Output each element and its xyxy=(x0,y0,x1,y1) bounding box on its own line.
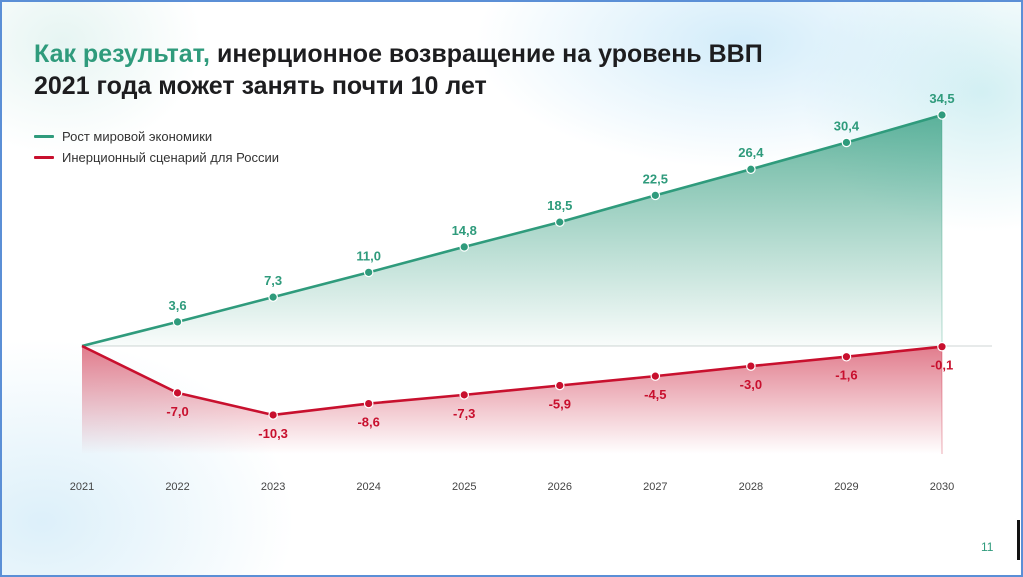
data-label-russia-2024: -8,6 xyxy=(357,415,379,430)
x-tick-2023: 2023 xyxy=(261,481,285,493)
point-russia-2030 xyxy=(937,341,947,352)
data-label-russia-2029: -1,6 xyxy=(835,368,857,383)
area-world xyxy=(82,115,942,346)
point-russia-2028 xyxy=(746,361,756,371)
data-label-world-2030: 34,5 xyxy=(929,91,954,106)
point-world-2029 xyxy=(841,137,852,148)
x-tick-2022: 2022 xyxy=(165,481,189,493)
data-label-russia-2027: -4,5 xyxy=(644,387,666,402)
chart-legend: Рост мировой экономики Инерционный сцена… xyxy=(34,126,279,168)
point-russia-2027 xyxy=(650,371,661,381)
series-line-world xyxy=(81,113,943,348)
data-label-russia-2028: -3,0 xyxy=(740,377,762,392)
title-accent: Как результат, xyxy=(34,40,210,68)
page-number: 11 xyxy=(981,540,994,554)
title-rest: инерционное возвращение на уровень ВВП xyxy=(210,40,763,68)
legend-item-russia: Инерционный сценарий для России xyxy=(34,147,279,168)
data-label-russia-2025: -7,3 xyxy=(453,406,475,421)
point-world-2025 xyxy=(459,242,470,252)
point-russia-2025 xyxy=(459,390,470,400)
point-world-2030 xyxy=(937,110,947,120)
legend-label-world: Рост мировой экономики xyxy=(62,129,213,144)
x-tick-2027: 2027 xyxy=(643,481,667,493)
data-label-world-2022: 3,6 xyxy=(169,298,187,313)
legend-label-russia: Инерционный сценарий для России xyxy=(62,150,279,165)
point-world-2024 xyxy=(363,267,374,278)
data-label-world-2028: 26,4 xyxy=(738,145,764,160)
data-label-world-2023: 7,3 xyxy=(264,273,282,288)
legend-swatch-world xyxy=(34,135,54,138)
data-label-russia-2030: -0,1 xyxy=(931,358,953,373)
point-russia-2023 xyxy=(268,410,278,420)
data-label-world-2024: 11,0 xyxy=(356,248,381,263)
x-tick-2028: 2028 xyxy=(739,481,763,493)
legend-item-world: Рост мировой экономики xyxy=(34,126,279,147)
slide-title: Как результат, инерционное возвращение н… xyxy=(34,38,763,102)
point-world-2028 xyxy=(746,164,756,175)
data-label-world-2026: 18,5 xyxy=(547,198,572,213)
series-line-russia xyxy=(81,344,943,417)
x-tick-2024: 2024 xyxy=(356,481,380,493)
x-tick-2030: 2030 xyxy=(930,481,954,493)
title-line2: 2021 года может занять почти 10 лет xyxy=(34,72,487,100)
edge-bar xyxy=(1017,520,1020,560)
data-label-russia-2022: -7,0 xyxy=(166,404,188,419)
point-world-2026 xyxy=(554,217,565,227)
data-label-world-2027: 22,5 xyxy=(643,171,668,186)
x-tick-2025: 2025 xyxy=(452,481,476,493)
legend-swatch-russia xyxy=(34,156,54,159)
data-label-world-2029: 30,4 xyxy=(834,118,860,133)
point-world-2027 xyxy=(650,190,661,201)
point-russia-2026 xyxy=(554,380,565,391)
point-russia-2029 xyxy=(841,351,852,362)
x-tick-2021: 2021 xyxy=(70,481,94,493)
x-tick-2026: 2026 xyxy=(548,481,572,493)
area-russia xyxy=(82,346,942,454)
point-world-2023 xyxy=(268,292,278,302)
point-russia-2024 xyxy=(363,398,374,409)
point-russia-2022 xyxy=(172,388,183,398)
point-world-2022 xyxy=(172,317,183,327)
x-tick-2029: 2029 xyxy=(834,481,858,493)
data-label-russia-2023: -10,3 xyxy=(258,426,288,441)
data-label-world-2025: 14,8 xyxy=(452,223,477,238)
data-label-russia-2026: -5,9 xyxy=(549,397,571,412)
